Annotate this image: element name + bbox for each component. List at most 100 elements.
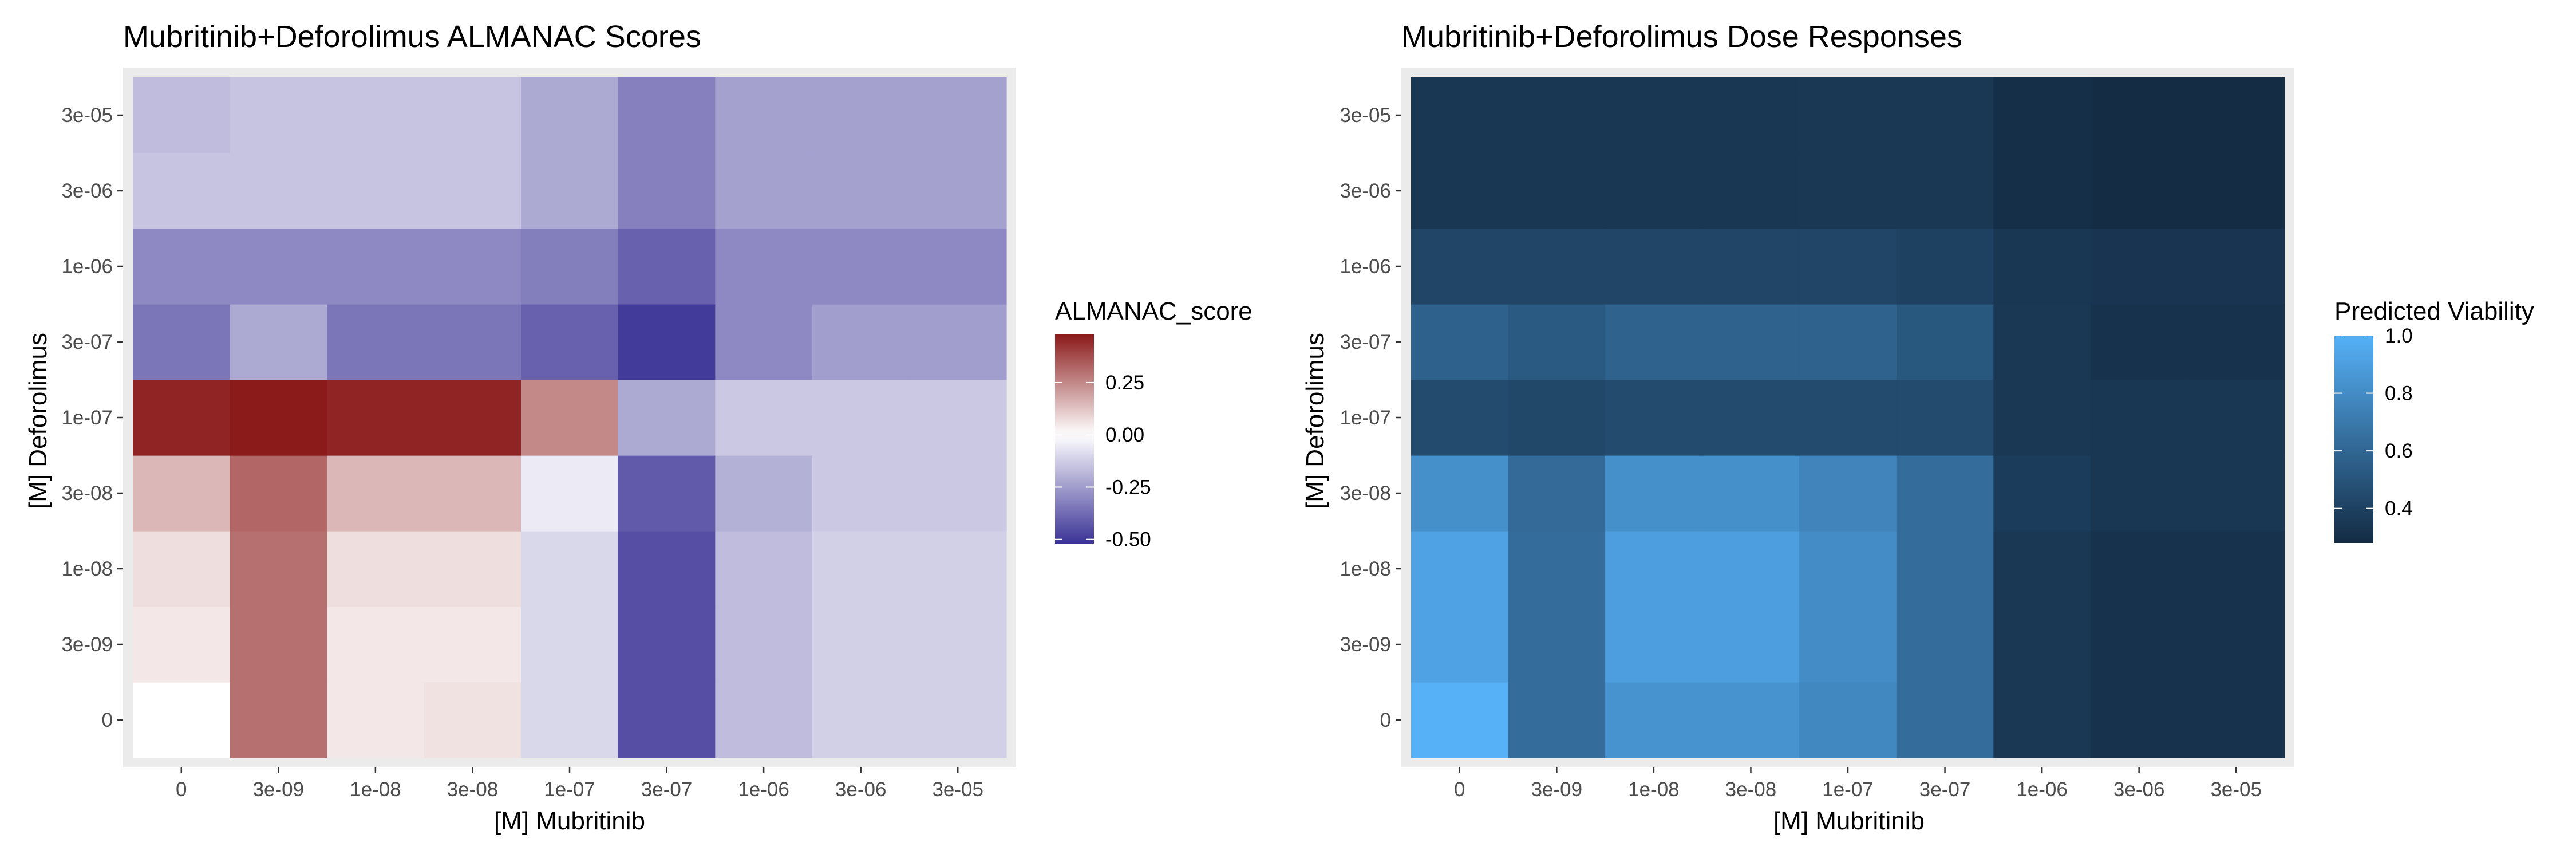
dose-response-cell [2090, 304, 2188, 380]
dose-response-cell [1896, 77, 1994, 153]
dose-response-y-tick-label: 1e-07 [1340, 407, 1391, 429]
dose-response-cell [1702, 380, 1800, 456]
almanac-legend-title: ALMANAC_score [1055, 297, 1253, 325]
dose-response-cell [1993, 229, 2091, 305]
almanac-x-tick-label: 3e-06 [835, 778, 887, 801]
almanac-cell [230, 229, 327, 305]
dose-response-panel: Mubritinib+Deforolimus Dose Responses [M… [1301, 19, 2534, 835]
almanac-y-axis-title: [M] Deforolimus [24, 333, 52, 509]
dose-response-cell [1799, 153, 1897, 229]
dose-response-cell [1896, 153, 1994, 229]
dose-response-cell [2090, 607, 2188, 683]
almanac-cell [327, 380, 425, 456]
dose-response-cell [2187, 77, 2285, 153]
dose-response-cell [2187, 682, 2285, 758]
dose-response-cell [2090, 682, 2188, 758]
dose-response-cell [1896, 455, 1994, 532]
almanac-cell [812, 531, 910, 607]
dose-response-cell [1508, 304, 1606, 380]
dose-response-cell [2090, 531, 2188, 607]
almanac-x-tick-label: 3e-07 [641, 778, 693, 801]
dose-response-cell [1799, 682, 1897, 758]
dose-response-cell [2090, 380, 2188, 456]
dose-response-legend-tick-label: 1.0 [2385, 325, 2413, 347]
almanac-cell [133, 607, 231, 683]
almanac-cell [521, 682, 619, 758]
almanac-cell [812, 153, 910, 229]
dose-response-title: Mubritinib+Deforolimus Dose Responses [1401, 19, 1962, 54]
dose-response-cell [2187, 531, 2285, 607]
almanac-cell [133, 153, 231, 229]
almanac-cell [230, 682, 327, 758]
almanac-cell [909, 531, 1007, 607]
almanac-cell [133, 455, 231, 532]
dose-response-cell [1605, 77, 1703, 153]
dose-response-cell [1508, 77, 1606, 153]
almanac-cell [133, 682, 231, 758]
almanac-cell [812, 229, 910, 305]
almanac-cell [618, 229, 716, 305]
almanac-legend-tick-label: -0.25 [1105, 476, 1151, 498]
dose-response-legend-colorbar [2334, 336, 2373, 543]
dose-response-cell [1508, 229, 1606, 305]
almanac-cell [618, 380, 716, 456]
almanac-cell [327, 607, 425, 683]
dose-response-cell [1508, 380, 1606, 456]
dose-response-y-ticks: 0 3e-09 1e-08 3e-08 1e-07 3e-07 1e-06 3e-06 3e-0… [1340, 104, 1401, 731]
dose-response-cell [1508, 682, 1606, 758]
almanac-cell [812, 682, 910, 758]
dose-response-cell [1993, 304, 2091, 380]
almanac-cell [909, 607, 1007, 683]
almanac-cell [133, 380, 231, 456]
almanac-cell [133, 531, 231, 607]
almanac-cell [909, 380, 1007, 456]
almanac-cell [327, 304, 425, 380]
almanac-cell [715, 153, 813, 229]
almanac-y-tick-label: 1e-07 [61, 407, 113, 429]
dose-response-y-tick-label: 3e-05 [1340, 104, 1391, 127]
almanac-cell [812, 455, 910, 532]
dose-response-cell [2090, 77, 2188, 153]
dose-response-cells [1401, 68, 2294, 767]
almanac-x-ticks: 0 3e-09 1e-08 3e-08 1e-07 3e-07 1e-06 3e-06 3e-0… [176, 767, 983, 801]
almanac-cell [812, 77, 910, 153]
almanac-cell [327, 455, 425, 532]
dose-response-cell [2090, 455, 2188, 532]
dose-response-cell [1896, 531, 1994, 607]
dose-response-cell [2187, 229, 2285, 305]
dose-response-cell [1411, 455, 1509, 532]
almanac-cell [230, 455, 327, 532]
almanac-cell [618, 455, 716, 532]
dose-response-cell [1702, 77, 1800, 153]
almanac-x-tick-label: 1e-06 [738, 778, 789, 801]
almanac-cell [812, 380, 910, 456]
almanac-cell [424, 455, 521, 532]
almanac-cell [327, 229, 425, 305]
almanac-x-tick-label: 3e-05 [932, 778, 983, 801]
dose-response-cell [1605, 455, 1703, 532]
dose-response-cell [1411, 531, 1509, 607]
dose-response-x-tick-label: 3e-09 [1531, 778, 1583, 801]
dose-response-cell [1896, 380, 1994, 456]
dose-response-y-tick-label: 3e-06 [1340, 180, 1391, 202]
almanac-cell [909, 77, 1007, 153]
almanac-legend-colorbar [1055, 334, 1094, 544]
almanac-cell [812, 304, 910, 380]
dose-response-y-tick-label: 3e-09 [1340, 633, 1391, 656]
almanac-cell [230, 304, 327, 380]
dose-response-x-tick-label: 1e-06 [2016, 778, 2068, 801]
dose-response-cell [1508, 153, 1606, 229]
dose-response-legend-tick-label: 0.6 [2385, 440, 2413, 462]
dose-response-cell [2187, 304, 2285, 380]
almanac-panel: Mubritinib+Deforolimus ALMANAC Scores [M… [24, 19, 1253, 835]
dose-response-cell [1702, 531, 1800, 607]
almanac-cell [909, 153, 1007, 229]
almanac-cell [424, 77, 521, 153]
dose-response-cell [1993, 455, 2091, 532]
almanac-cell [521, 77, 619, 153]
dose-response-cell [1411, 682, 1509, 758]
almanac-cell [133, 304, 231, 380]
dose-response-x-tick-label: 3e-07 [1919, 778, 1971, 801]
almanac-cell [521, 380, 619, 456]
